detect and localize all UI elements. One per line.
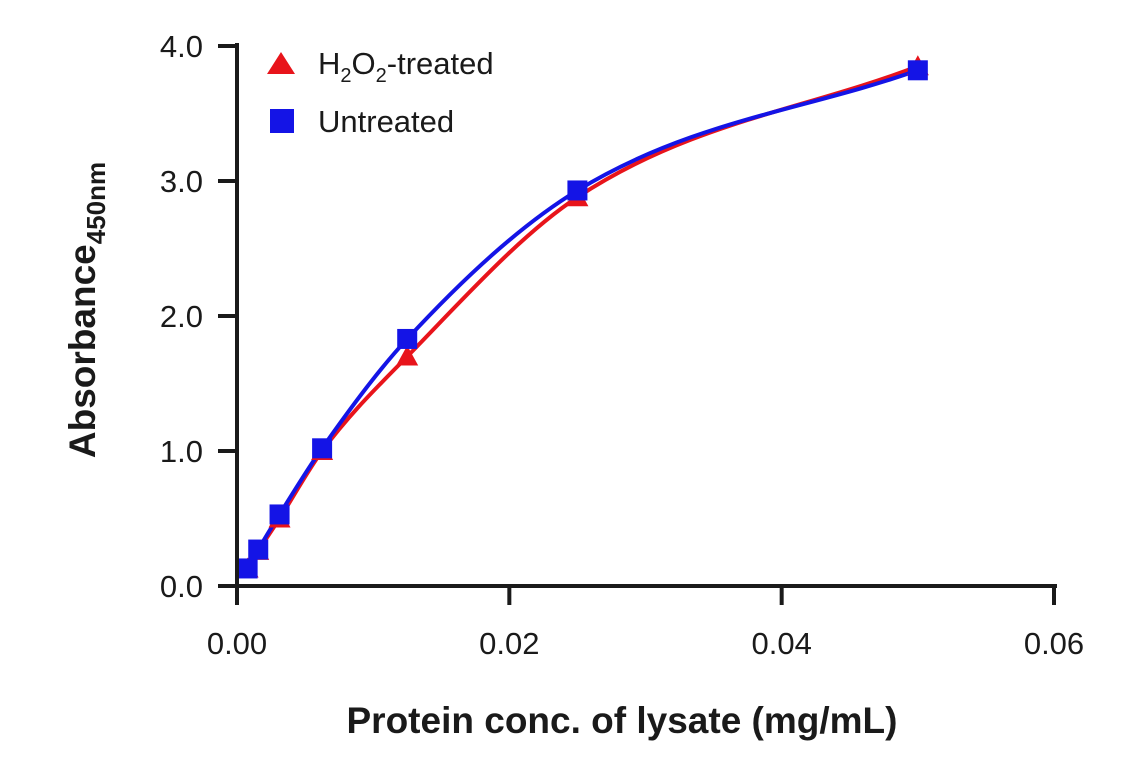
h2o2-treated-curve (245, 64, 919, 570)
y-tick-label: 4.0 (160, 29, 203, 64)
y-tick-label: 2.0 (160, 299, 203, 334)
data-points (236, 55, 929, 579)
h2o2-treated-point (396, 345, 419, 366)
untreated-point (397, 328, 418, 349)
legend-marker-square (270, 109, 294, 133)
y-axis-title: Absorbance450nm (62, 162, 111, 458)
untreated-curve (245, 68, 919, 570)
legend-label-h2o2-treated: H2O2-treated (318, 46, 494, 87)
x-tick-label: 0.00 (207, 626, 267, 661)
legend-o: O (352, 46, 376, 81)
y-axis-title-subscript: 450nm (81, 162, 111, 244)
y-axis-ticks: 0.0 1.0 2.0 3.0 4.0 (160, 29, 237, 604)
x-axis-ticks: 0.00 0.02 0.04 0.06 (207, 586, 1084, 661)
x-tick-label: 0.06 (1024, 626, 1084, 661)
untreated-point (907, 60, 928, 81)
untreated-point (567, 180, 588, 201)
legend-h: H (318, 46, 340, 81)
untreated-point (312, 438, 333, 459)
legend-label-untreated: Untreated (318, 104, 454, 139)
legend-sub-2a: 2 (340, 65, 351, 87)
fit-curves (245, 64, 919, 570)
untreated-point (269, 504, 290, 525)
legend: H2O2-treated Untreated (267, 46, 494, 139)
x-tick-label: 0.02 (479, 626, 539, 661)
y-axis-title-main: Absorbance (62, 244, 103, 458)
y-tick-label: 0.0 (160, 569, 203, 604)
legend-sub-2b: 2 (376, 65, 387, 87)
x-tick-label: 0.04 (751, 626, 811, 661)
untreated-point (248, 539, 269, 560)
y-tick-label: 1.0 (160, 434, 203, 469)
legend-treated: -treated (387, 46, 494, 81)
untreated-point (237, 558, 258, 579)
y-tick-label: 3.0 (160, 164, 203, 199)
x-axis-title: Protein conc. of lysate (mg/mL) (347, 700, 898, 741)
legend-marker-triangle (267, 52, 295, 74)
legend-item-h2o2-treated: H2O2-treated (267, 46, 494, 87)
legend-item-untreated: Untreated (270, 104, 454, 139)
